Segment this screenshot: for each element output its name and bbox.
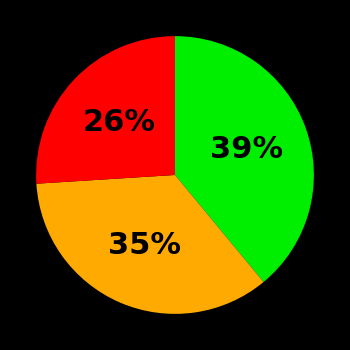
Text: 26%: 26% (83, 108, 156, 137)
Text: 35%: 35% (108, 231, 181, 260)
Wedge shape (175, 36, 314, 282)
Text: 39%: 39% (210, 135, 284, 163)
Wedge shape (36, 36, 175, 184)
Wedge shape (36, 175, 264, 314)
